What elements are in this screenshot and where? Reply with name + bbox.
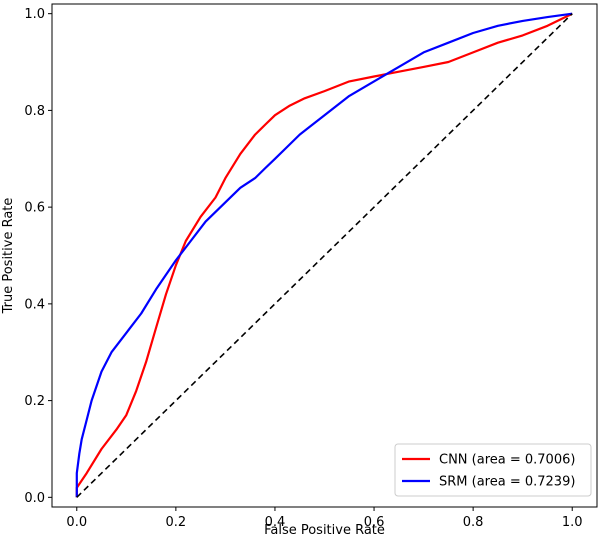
y-tick-label: 0.6 <box>24 201 45 216</box>
x-tick-label: 0.8 <box>463 515 484 530</box>
plot-frame <box>51 3 598 508</box>
y-tick-label: 0.8 <box>24 104 45 119</box>
x-axis-label: False Positive Rate <box>264 523 385 538</box>
legend: CNN (area = 0.7006) SRM (area = 0.7239) <box>394 443 592 497</box>
legend-box <box>394 443 592 497</box>
roc-series-line-0 <box>75 12 573 498</box>
roc-series-line-1 <box>75 12 573 498</box>
legend-entry-cnn: CNN (area = 0.7006) <box>439 453 575 468</box>
y-tick-label: 0.2 <box>24 394 45 409</box>
x-tick-label: 0.2 <box>166 515 187 530</box>
x-tick-label: 0.0 <box>66 515 87 530</box>
x-tick-label: 1.0 <box>562 515 583 530</box>
ticks-layer: 0.0 0.2 0.4 0.6 0.8 1.0 0.0 0.2 0.4 0.6 0.8 1.0 <box>24 7 582 530</box>
legend-entry-srm: SRM (area = 0.7239) <box>439 475 575 490</box>
y-tick-label: 0.4 <box>24 297 45 312</box>
chance-diagonal-line <box>76 13 573 498</box>
x-tick-label: 0.4 <box>265 515 286 530</box>
y-tick-label: 1.0 <box>24 7 45 22</box>
y-axis-label: True Positive Rate <box>1 198 16 315</box>
plot-layer <box>75 12 573 498</box>
y-tick-label: 0.0 <box>24 491 45 506</box>
x-tick-label: 0.6 <box>364 515 385 530</box>
